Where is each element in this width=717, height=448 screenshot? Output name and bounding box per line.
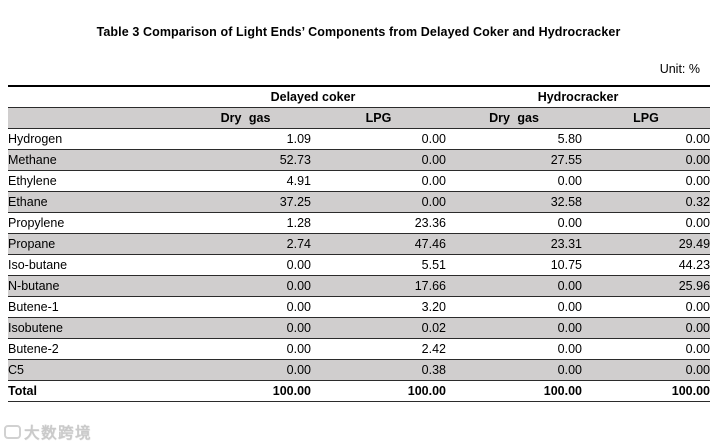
component-name-cell: Propane bbox=[8, 233, 180, 254]
value-cell: 27.55 bbox=[446, 149, 582, 170]
watermark-text: 大数跨境 bbox=[24, 425, 93, 442]
value-cell: 0.00 bbox=[557, 299, 582, 314]
table-row: Propylene 1.28 23.36 0.00 0.00 bbox=[8, 212, 711, 233]
value-cell: 0.00 bbox=[685, 215, 711, 230]
value-cell: 0.00 bbox=[582, 359, 711, 380]
value-cell: 0.38 bbox=[311, 359, 446, 380]
group-header-hydrocracker: Hydrocracker bbox=[537, 89, 619, 104]
value-cell: 1.28 bbox=[286, 215, 311, 230]
value-cell: 0.00 bbox=[685, 131, 711, 146]
table-row: Iso-butane 0.00 5.51 10.75 44.23 bbox=[8, 254, 711, 275]
value-cell: 2.42 bbox=[421, 341, 446, 356]
value-cell: 0.00 bbox=[685, 299, 711, 314]
value-cell: 52.73 bbox=[180, 149, 311, 170]
value-cell: 0.00 bbox=[180, 317, 311, 338]
col-header-hc-dry-gas: Dry gas bbox=[446, 107, 582, 128]
value-cell: 0.00 bbox=[311, 149, 446, 170]
value-cell: 0.00 bbox=[685, 341, 711, 356]
value-cell: 10.75 bbox=[550, 257, 582, 272]
component-name-cell: Butene-2 bbox=[8, 341, 59, 356]
value-cell: 0.00 bbox=[582, 149, 711, 170]
table-row: Butene-1 0.00 3.20 0.00 0.00 bbox=[8, 296, 711, 317]
value-cell: 1.09 bbox=[286, 131, 311, 146]
table-row: Propane 2.74 47.46 23.31 29.49 bbox=[8, 233, 711, 254]
total-value-cell: 100.00 bbox=[582, 380, 711, 401]
table-row: Ethane 37.25 0.00 32.58 0.32 bbox=[8, 191, 711, 212]
value-cell: 0.00 bbox=[685, 173, 711, 188]
total-value-cell: 100.00 bbox=[446, 380, 582, 401]
value-cell: 0.00 bbox=[557, 173, 582, 188]
light-ends-comparison-table: Delayed coker Hydrocracker Dry gas LPG D… bbox=[8, 85, 711, 402]
value-cell: 5.80 bbox=[557, 131, 582, 146]
value-cell: 0.32 bbox=[582, 191, 711, 212]
total-label: Total bbox=[8, 380, 180, 401]
value-cell: 0.00 bbox=[286, 341, 311, 356]
value-cell: 25.96 bbox=[582, 275, 711, 296]
table-row: Butene-2 0.00 2.42 0.00 0.00 bbox=[8, 338, 711, 359]
table-row: N-butane 0.00 17.66 0.00 25.96 bbox=[8, 275, 711, 296]
component-name-cell: Hydrogen bbox=[8, 131, 63, 146]
value-cell: 32.58 bbox=[446, 191, 582, 212]
total-value-cell: 100.00 bbox=[311, 380, 446, 401]
value-cell: 37.25 bbox=[180, 191, 311, 212]
value-cell: 0.00 bbox=[180, 275, 311, 296]
col-header-dc-dry-gas: Dry gas bbox=[180, 107, 311, 128]
table-row: Hydrogen 1.09 0.00 5.80 0.00 bbox=[8, 128, 711, 149]
component-name-cell: C5 bbox=[8, 359, 180, 380]
col-header-dc-lpg: LPG bbox=[311, 107, 446, 128]
total-row: Total 100.00 100.00 100.00 100.00 bbox=[8, 380, 711, 401]
value-cell: 0.00 bbox=[557, 215, 582, 230]
value-cell: 0.00 bbox=[446, 275, 582, 296]
component-name-cell: Isobutene bbox=[8, 317, 180, 338]
value-cell: 0.00 bbox=[421, 173, 446, 188]
component-name-cell: Ethylene bbox=[8, 173, 57, 188]
value-cell: 17.66 bbox=[311, 275, 446, 296]
value-cell: 4.91 bbox=[286, 173, 311, 188]
value-cell: 5.51 bbox=[421, 257, 446, 272]
group-header-delayed-coker: Delayed coker bbox=[270, 89, 356, 104]
value-cell: 47.46 bbox=[311, 233, 446, 254]
value-cell: 0.00 bbox=[180, 359, 311, 380]
component-name-cell: Methane bbox=[8, 149, 180, 170]
value-cell: 23.36 bbox=[414, 215, 446, 230]
unit-label: Unit: % bbox=[659, 62, 700, 76]
col-header-hc-lpg: LPG bbox=[582, 107, 711, 128]
value-cell: 0.00 bbox=[582, 317, 711, 338]
component-name-cell: Butene-1 bbox=[8, 299, 59, 314]
value-cell: 3.20 bbox=[421, 299, 446, 314]
value-cell: 0.02 bbox=[311, 317, 446, 338]
table-row: Methane 52.73 0.00 27.55 0.00 bbox=[8, 149, 711, 170]
value-cell: 2.74 bbox=[180, 233, 311, 254]
group-header-row: Delayed coker Hydrocracker bbox=[8, 86, 711, 107]
value-cell: 29.49 bbox=[582, 233, 711, 254]
sub-header-row: Dry gas LPG Dry gas LPG bbox=[8, 107, 711, 128]
component-name-cell: Propylene bbox=[8, 215, 65, 230]
component-name-cell: N-butane bbox=[8, 275, 180, 296]
value-cell: 44.23 bbox=[678, 257, 711, 272]
value-cell: 0.00 bbox=[421, 131, 446, 146]
watermark: 大数跨境 bbox=[4, 421, 92, 443]
table-row: Isobutene 0.00 0.02 0.00 0.00 bbox=[8, 317, 711, 338]
empty-header-cell bbox=[8, 107, 180, 128]
empty-header-cell bbox=[8, 86, 180, 107]
table-row: Ethylene 4.91 0.00 0.00 0.00 bbox=[8, 170, 711, 191]
watermark-logo-icon bbox=[4, 425, 21, 439]
table-row: C5 0.00 0.38 0.00 0.00 bbox=[8, 359, 711, 380]
value-cell: 0.00 bbox=[311, 191, 446, 212]
value-cell: 0.00 bbox=[286, 257, 311, 272]
component-name-cell: Iso-butane bbox=[8, 257, 68, 272]
value-cell: 0.00 bbox=[557, 341, 582, 356]
value-cell: 0.00 bbox=[446, 317, 582, 338]
table-title: Table 3 Comparison of Light Ends’ Compon… bbox=[96, 25, 621, 39]
value-cell: 23.31 bbox=[446, 233, 582, 254]
component-name-cell: Ethane bbox=[8, 191, 180, 212]
value-cell: 0.00 bbox=[286, 299, 311, 314]
total-value-cell: 100.00 bbox=[180, 380, 311, 401]
value-cell: 0.00 bbox=[446, 359, 582, 380]
